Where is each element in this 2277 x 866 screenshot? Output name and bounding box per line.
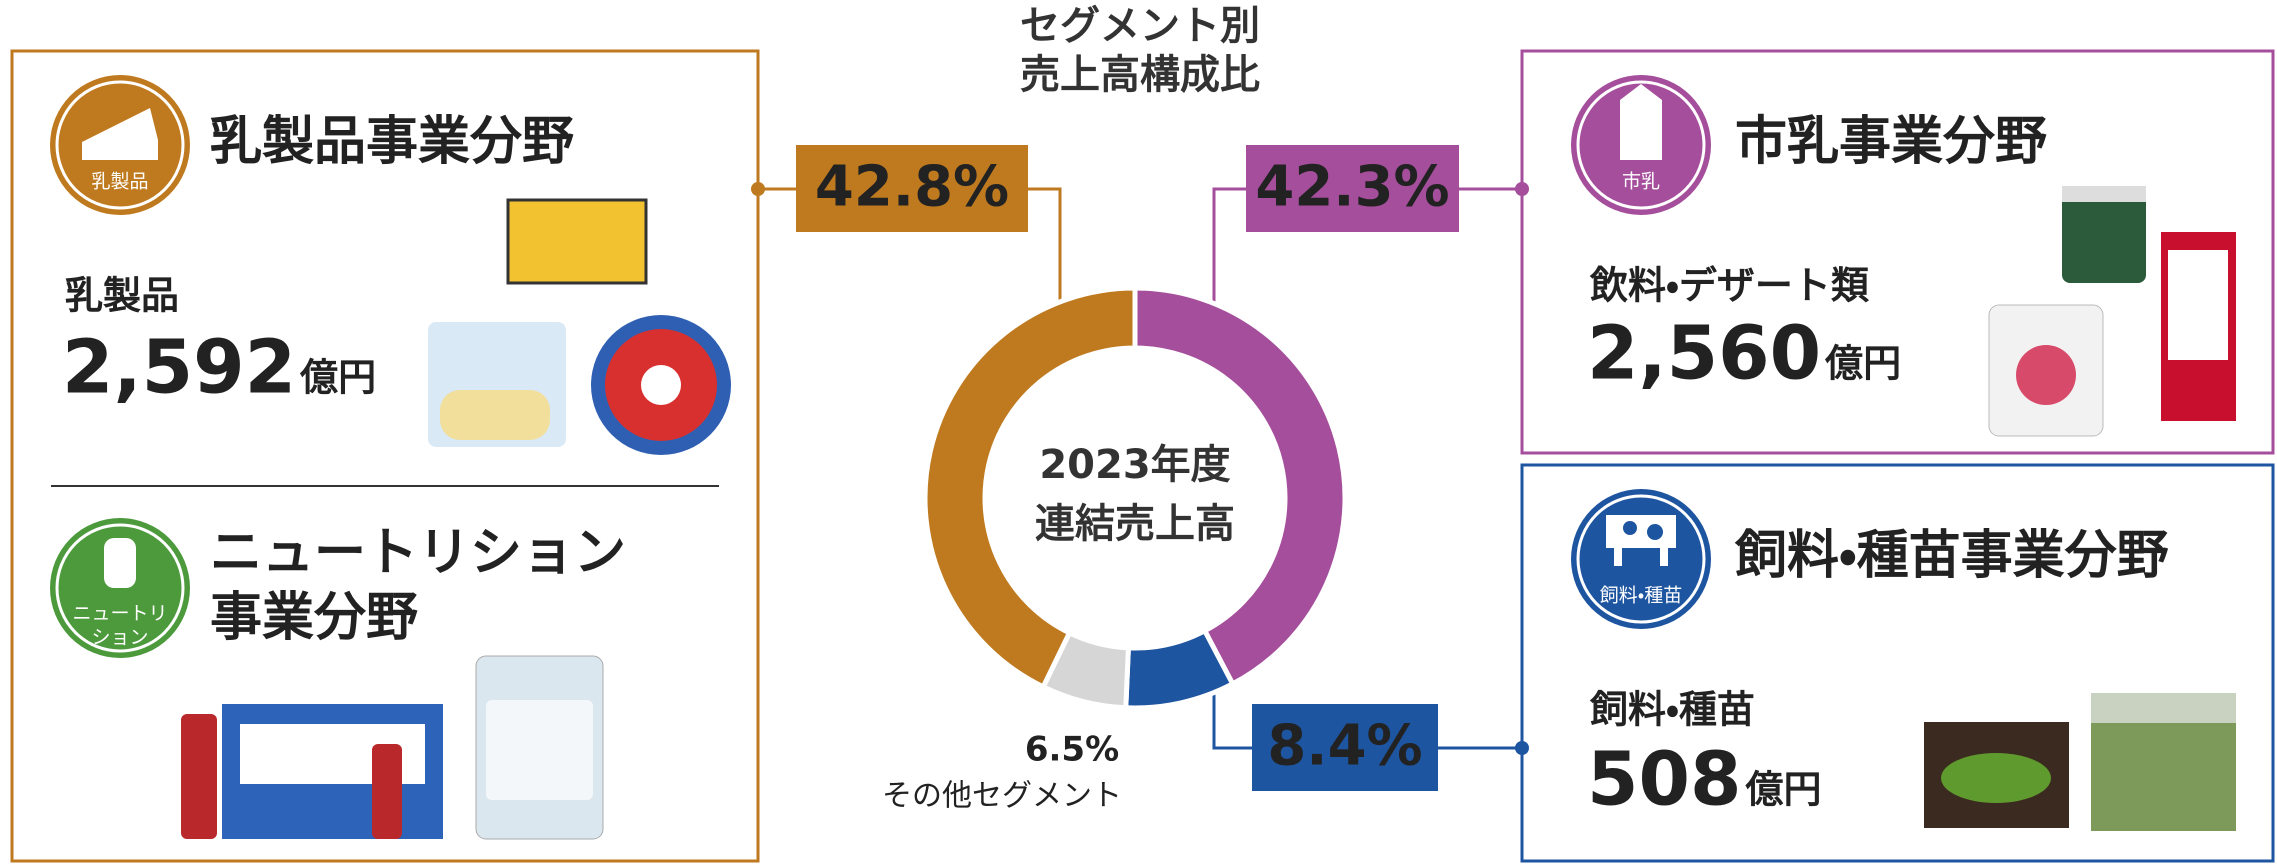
value-label: 6.5% [1025, 730, 1119, 770]
icon-label: ニュートリ [72, 603, 167, 625]
product-photo [2091, 693, 2236, 723]
amount: 2,592 [62, 325, 296, 411]
connector-dot [1515, 182, 1529, 196]
category-label: その他セグメント [882, 779, 1122, 814]
amount: 2,560 [1587, 311, 1821, 397]
icon-label: ション [91, 627, 148, 649]
milk-icon [1620, 84, 1662, 160]
amount: 508 [1587, 737, 1741, 823]
product-photo [508, 200, 646, 283]
amount-unit: 億円 [1824, 342, 1901, 386]
panel-title: ニュートリション [210, 523, 626, 583]
connector [1214, 693, 1252, 748]
bottle-icon [104, 538, 136, 588]
center-label: 連結売上高 [1035, 501, 1235, 547]
connector [1028, 189, 1060, 302]
panel-title: 事業分野 [210, 588, 418, 648]
amount-unit: 億円 [1744, 768, 1821, 812]
product-photo [1941, 753, 2051, 803]
item-label: 飼料・種苗 [1589, 688, 1755, 732]
product-photo [2062, 186, 2146, 202]
item-label: 飲料・デザート類 [1589, 264, 1870, 308]
product-photo [2016, 345, 2076, 405]
icon [1571, 489, 1711, 629]
chart-title: 売上高構成比 [1020, 52, 1260, 98]
cow-spot [1623, 521, 1637, 535]
value-label: 42.3% [1255, 155, 1449, 220]
panel-title: 飼料・種苗事業分野 [1734, 526, 2169, 586]
product-photo [641, 365, 681, 405]
product-photo [486, 700, 593, 800]
connector-dot [751, 182, 765, 196]
product-photo [440, 390, 550, 440]
item-label: 乳製品 [65, 274, 179, 318]
infographic: セグメント別 売上高構成比 乳製品 乳製品事業分野 乳製品 2,592 億円 ニ… [0, 0, 2277, 866]
chart-title: セグメント別 [1020, 3, 1260, 49]
product-photo [181, 714, 217, 839]
amount-unit: 億円 [299, 356, 376, 400]
value-label: 42.8% [815, 155, 1009, 220]
product-photo [2168, 250, 2228, 360]
panel-title: 乳製品事業分野 [210, 112, 574, 172]
icon-label: 乳製品 [91, 171, 148, 193]
product-photo [372, 744, 402, 839]
icon-label: 市乳 [1622, 171, 1660, 193]
connector [1214, 189, 1246, 303]
panel-title: 市乳事業分野 [1735, 112, 2047, 172]
center-label: 2023年度 [1039, 442, 1230, 488]
value-label: 8.4% [1267, 714, 1422, 779]
connector-dot [1515, 741, 1529, 755]
cow-spot [1647, 524, 1663, 540]
icon-label: 飼料・種苗 [1600, 585, 1682, 607]
